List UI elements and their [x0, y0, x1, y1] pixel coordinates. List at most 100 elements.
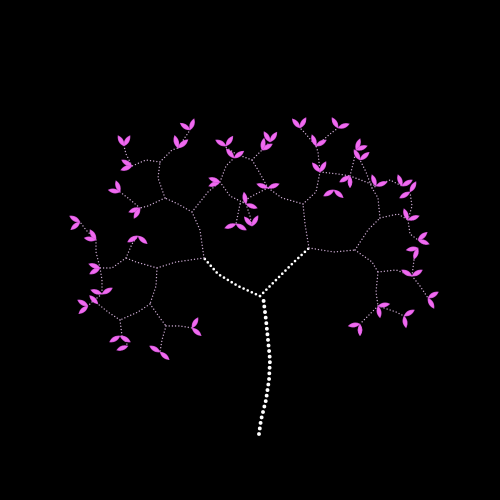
leaf-68: [407, 215, 420, 221]
leaf-86: [333, 189, 344, 198]
branch-47: [159, 325, 167, 353]
leaf-69: [403, 208, 409, 221]
leaf-47: [267, 183, 280, 189]
branch-10: [119, 303, 151, 321]
limb-left: [202, 256, 262, 298]
leaf-87: [323, 189, 335, 197]
leaf-5: [117, 135, 125, 147]
branch-29: [377, 269, 413, 277]
branch-51: [87, 293, 103, 307]
leaf-30: [191, 317, 199, 329]
leaf-73: [405, 246, 419, 252]
leaf-21: [78, 305, 89, 314]
leaf-31: [191, 327, 202, 336]
branch-26: [371, 187, 381, 219]
branch-46: [165, 325, 193, 329]
branch-9: [125, 257, 158, 269]
leaf-64: [401, 179, 413, 187]
leaf-17: [70, 221, 81, 230]
leaf-53: [315, 139, 327, 147]
branch-42: [411, 275, 429, 299]
branch-11: [149, 303, 167, 327]
leaf-13: [137, 235, 148, 244]
branch-5: [139, 197, 166, 209]
leaf-77: [401, 269, 413, 277]
branch-23: [319, 171, 351, 177]
branch-45: [359, 305, 379, 325]
leaf-26: [109, 335, 121, 343]
leaf-0: [177, 139, 189, 149]
leaf-75: [427, 297, 435, 309]
leaf-45: [263, 131, 271, 143]
leaf-1: [173, 135, 180, 149]
leaf-16: [69, 215, 81, 223]
branch-28: [375, 271, 379, 307]
limb-right: [258, 246, 311, 298]
leaf-2: [189, 118, 195, 131]
leaf-24: [89, 295, 99, 305]
branch-43: [411, 247, 419, 277]
branch-27: [379, 213, 409, 221]
leaf-39: [235, 223, 247, 231]
branch-21: [239, 187, 269, 205]
branch-18: [267, 187, 304, 205]
branch-52: [119, 191, 141, 209]
leaf-54: [337, 123, 350, 129]
leaf-8: [115, 180, 121, 193]
leaf-19: [88, 263, 101, 269]
leaf-22: [90, 289, 103, 295]
leaf-44: [269, 131, 278, 143]
branch-24: [354, 217, 381, 251]
leaf-49: [260, 137, 266, 151]
branch-38: [359, 159, 373, 189]
leaf-32: [225, 135, 234, 147]
leaf-38: [224, 223, 237, 229]
leaf-66: [409, 181, 417, 193]
leaf-29: [159, 351, 170, 360]
trunk: [257, 294, 272, 436]
leaf-25: [116, 345, 129, 351]
leaf-76: [411, 269, 423, 277]
leaf-51: [299, 117, 307, 129]
branch-1: [156, 257, 205, 269]
leaf-58: [375, 181, 388, 187]
leaf-83: [377, 302, 391, 308]
branch-7: [131, 159, 161, 167]
leaf-20: [77, 299, 89, 307]
leaf-55: [331, 117, 339, 129]
branch-2: [164, 197, 193, 213]
leaf-70: [417, 239, 430, 245]
leaf-62: [339, 175, 351, 183]
leaf-74: [427, 291, 439, 299]
leaf-46: [256, 183, 269, 189]
branch-14: [99, 267, 103, 295]
leaf-34: [233, 150, 245, 159]
leaf-15: [83, 236, 97, 242]
leaf-80: [347, 322, 361, 328]
leaf-65: [397, 174, 403, 187]
branch-40: [407, 219, 419, 241]
leaf-63: [347, 175, 353, 189]
leaf-11: [133, 207, 141, 219]
branch-49: [97, 303, 121, 321]
leaf-12: [127, 235, 139, 243]
leaf-72: [413, 247, 419, 260]
branch-22: [315, 145, 321, 173]
leaf-3: [179, 122, 191, 131]
leaf-layer: [69, 117, 439, 360]
leaf-40: [251, 215, 259, 227]
branch-55: [235, 203, 241, 225]
branch-17: [308, 247, 356, 253]
leaf-23: [101, 287, 113, 295]
leaf-41: [244, 216, 253, 227]
leaf-67: [399, 191, 411, 199]
leaf-9: [107, 188, 121, 194]
leaf-37: [208, 177, 221, 183]
branch-25: [354, 249, 379, 273]
leaf-57: [355, 145, 368, 151]
leaf-82: [376, 305, 382, 319]
branch-44: [377, 305, 405, 317]
leaf-60: [353, 149, 361, 161]
leaf-28: [149, 345, 161, 353]
